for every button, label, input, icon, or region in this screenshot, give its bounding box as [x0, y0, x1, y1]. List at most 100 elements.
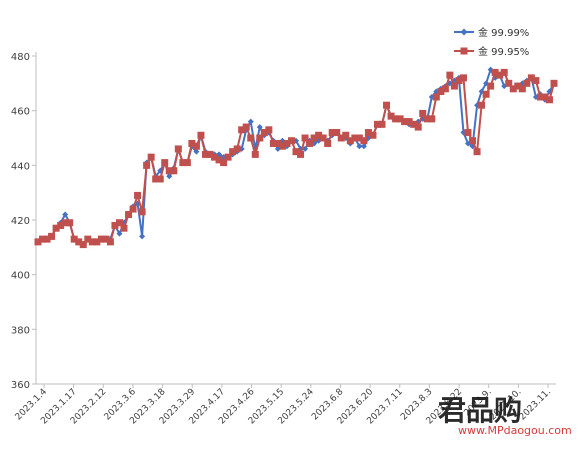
y-tick-label: 440: [11, 161, 30, 172]
legend-marker: [460, 47, 468, 55]
data-point: [106, 238, 114, 246]
data-point: [260, 129, 268, 137]
watermark: 君品购 www.MPdaogou.com: [438, 394, 572, 437]
data-point: [432, 93, 440, 101]
data-point: [464, 129, 472, 137]
data-point: [310, 134, 318, 142]
data-point: [93, 238, 101, 246]
data-point: [523, 79, 531, 87]
x-tick-label: 2023.11.: [518, 387, 553, 422]
data-point: [414, 123, 422, 131]
data-point: [170, 167, 178, 175]
data-point: [491, 68, 499, 76]
data-point: [152, 175, 160, 183]
data-point: [193, 148, 200, 155]
data-point: [401, 118, 409, 126]
data-point: [351, 134, 359, 142]
data-point: [500, 68, 508, 76]
data-point: [125, 211, 133, 219]
data-point: [482, 90, 490, 98]
data-point: [52, 224, 60, 232]
data-point: [441, 85, 449, 93]
data-point: [396, 115, 404, 123]
data-point: [473, 148, 481, 156]
legend-label: 金 99.99%: [478, 26, 529, 39]
data-point: [269, 139, 277, 147]
data-point: [265, 126, 273, 134]
data-point: [139, 233, 146, 240]
data-point: [274, 139, 282, 147]
data-point: [283, 139, 291, 147]
data-point: [360, 143, 367, 150]
data-point: [34, 238, 42, 246]
data-point: [301, 134, 309, 142]
data-point: [62, 211, 69, 218]
data-point: [111, 221, 119, 229]
data-point: [75, 238, 83, 246]
data-point: [545, 96, 553, 104]
data-point: [324, 139, 332, 147]
data-point: [287, 137, 295, 145]
y-tick-label: 400: [11, 271, 30, 282]
y-axis: 360 380 400 420 440 460 480: [11, 52, 37, 391]
data-point: [541, 93, 549, 101]
data-point: [242, 123, 250, 131]
legend: 金 99.99% 金 99.95%: [454, 26, 529, 58]
data-point: [143, 161, 151, 169]
data-point: [129, 205, 137, 213]
data-point: [459, 74, 467, 82]
data-point: [428, 115, 436, 123]
y-tick-label: 380: [11, 325, 30, 336]
data-point: [188, 139, 196, 147]
data-point: [328, 129, 336, 137]
plot-area: [34, 66, 558, 249]
data-point: [356, 143, 363, 150]
data-point: [116, 230, 123, 237]
data-point: [66, 219, 74, 227]
data-point: [364, 129, 372, 137]
data-point: [39, 235, 47, 243]
data-point: [505, 79, 513, 87]
data-point: [192, 142, 200, 150]
data-point: [97, 235, 105, 243]
data-point: [88, 238, 96, 246]
data-point: [319, 134, 327, 142]
legend-label: 金 99.95%: [478, 45, 529, 58]
data-point: [383, 101, 391, 109]
data-point: [410, 120, 418, 128]
data-point: [518, 85, 526, 93]
data-point: [161, 159, 169, 167]
data-point: [115, 219, 123, 227]
data-point: [224, 153, 232, 161]
data-point: [437, 88, 445, 96]
data-point: [392, 115, 400, 123]
data-point: [342, 131, 350, 139]
data-point: [333, 129, 341, 137]
data-point: [183, 159, 191, 167]
data-point: [220, 159, 228, 167]
data-point: [138, 208, 146, 216]
data-point: [251, 150, 259, 158]
y-tick-label: 480: [11, 52, 30, 63]
data-point: [165, 167, 173, 175]
data-point: [514, 82, 522, 90]
data-point: [373, 120, 381, 128]
data-point: [201, 150, 209, 158]
data-point: [147, 153, 155, 161]
data-point: [79, 241, 87, 249]
data-point: [378, 120, 386, 128]
data-point: [48, 232, 56, 240]
legend-marker: [460, 28, 468, 36]
data-point: [256, 134, 264, 142]
data-point: [346, 137, 354, 145]
data-point: [509, 85, 517, 93]
data-point: [532, 77, 540, 85]
data-point: [292, 148, 300, 156]
data-point: [369, 131, 377, 139]
data-point: [233, 145, 241, 153]
data-point: [527, 74, 535, 82]
data-point: [211, 153, 219, 161]
data-point: [469, 137, 477, 145]
data-point: [215, 156, 223, 164]
data-point: [179, 159, 187, 167]
